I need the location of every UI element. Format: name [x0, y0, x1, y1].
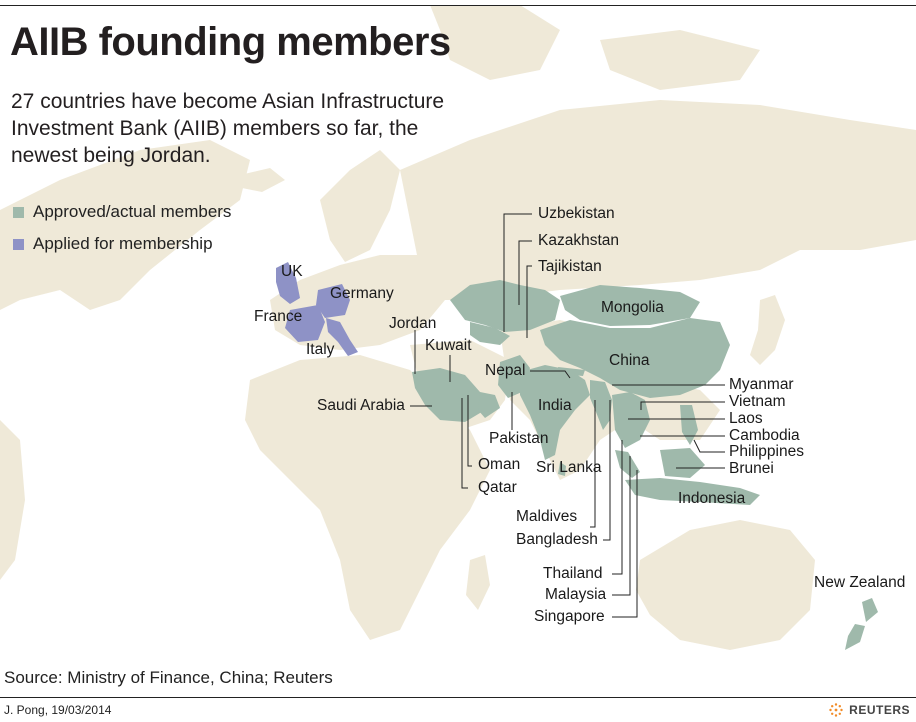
land-africa [245, 355, 490, 640]
leader-maldives [590, 400, 596, 528]
leader-kazakhstan [518, 240, 532, 305]
region-indochina [612, 392, 650, 448]
region-kazakhstan [450, 280, 560, 332]
label-indonesia: Indonesia [678, 490, 746, 507]
region-philippines [680, 405, 698, 445]
region-oman [478, 392, 500, 418]
label-china: China [609, 352, 650, 369]
leader-lines [410, 213, 725, 618]
leader-qatar [461, 398, 468, 489]
region-uk [276, 262, 300, 304]
page-title: AIIB founding members [10, 20, 451, 64]
label-uzbekistan: Uzbekistan [538, 205, 615, 222]
reuters-logo: REUTERS [828, 702, 910, 718]
land-greenland [430, 5, 560, 80]
legend: Approved/actual members Applied for memb… [13, 196, 231, 260]
region-uzbekistan [470, 322, 510, 345]
region-nepal [558, 367, 585, 376]
label-myanmar: Myanmar [729, 376, 794, 393]
region-new-zealand [862, 598, 878, 622]
label-india: India [538, 397, 572, 414]
land-madagascar [466, 555, 490, 610]
label-oman: Oman [478, 456, 521, 473]
region-new-zealand-south [845, 624, 865, 650]
leader-oman [467, 395, 472, 467]
land-north-america [0, 140, 250, 310]
label-singapore: Singapore [534, 608, 605, 625]
approved-members [412, 280, 878, 650]
label-saudi-arabia: Saudi Arabia [317, 397, 405, 414]
applied-members [276, 262, 358, 356]
label-bangladesh: Bangladesh [516, 531, 598, 548]
leader-malaysia [612, 456, 631, 596]
bottom-rule [0, 697, 916, 698]
leader-tajikistan [526, 265, 532, 338]
label-germany: Germany [330, 285, 394, 302]
land-arctic-islands [600, 30, 760, 90]
label-uk: UK [281, 263, 303, 280]
region-malaysia [615, 450, 640, 478]
land-russia [400, 100, 916, 300]
land-iceland [240, 168, 285, 192]
label-nepal: Nepal [485, 362, 526, 379]
leader-bangladesh [603, 400, 611, 541]
region-mongolia [560, 285, 700, 326]
label-tajikistan: Tajikistan [538, 258, 602, 275]
region-saudi-arabia [412, 368, 485, 422]
label-france: France [254, 308, 303, 325]
label-italy: Italy [306, 341, 335, 358]
region-china [540, 318, 730, 398]
reuters-logo-text: REUTERS [849, 703, 910, 717]
region-myanmar [590, 380, 612, 430]
region-pakistan [498, 355, 530, 398]
top-rule [0, 5, 916, 6]
legend-item-applied: Applied for membership [13, 228, 231, 260]
page-subtitle: 27 countries have become Asian Infrastru… [11, 90, 445, 167]
label-cambodia: Cambodia [729, 427, 800, 444]
label-thailand: Thailand [543, 565, 603, 582]
region-italy [326, 318, 358, 356]
label-new-zealand: New Zealand [814, 574, 906, 591]
credit-line: J. Pong, 19/03/2014 [4, 703, 112, 717]
land-australia [636, 520, 815, 650]
land-south-america [0, 420, 25, 580]
leader-uzbekistan [503, 213, 532, 332]
label-jordan: Jordan [389, 315, 437, 332]
leader-nepal [530, 370, 571, 379]
region-france [285, 305, 325, 342]
label-vietnam: Vietnam [729, 393, 786, 410]
reuters-dots-icon [829, 703, 843, 717]
leader-philippines [693, 439, 725, 453]
region-sri-lanka [558, 462, 566, 476]
label-brunei: Brunei [729, 460, 774, 477]
label-philippines: Philippines [729, 443, 804, 460]
legend-swatch-approved [13, 206, 24, 218]
land-japan [750, 295, 785, 365]
region-indonesia [625, 478, 760, 505]
label-kuwait: Kuwait [425, 337, 472, 354]
label-qatar: Qatar [478, 479, 517, 496]
leader-thailand [612, 440, 623, 575]
label-laos: Laos [729, 410, 763, 427]
leader-singapore [612, 470, 638, 618]
label-kazakhstan: Kazakhstan [538, 232, 619, 249]
region-borneo [660, 448, 705, 478]
leader-vietnam [640, 401, 725, 410]
region-germany [316, 284, 350, 318]
label-pakistan: Pakistan [489, 430, 549, 447]
land-scandinavia [320, 150, 400, 262]
legend-label-approved: Approved/actual members [33, 202, 232, 221]
region-india [520, 365, 590, 460]
legend-label-applied: Applied for membership [33, 234, 213, 253]
legend-item-approved: Approved/actual members [13, 196, 231, 228]
legend-swatch-applied [13, 238, 24, 250]
label-maldives: Maldives [516, 508, 578, 525]
source-note: Source: Ministry of Finance, China; Reut… [4, 668, 333, 687]
label-mongolia: Mongolia [601, 299, 664, 316]
label-sri-lanka: Sri Lanka [536, 459, 602, 476]
label-malaysia: Malaysia [545, 586, 607, 603]
